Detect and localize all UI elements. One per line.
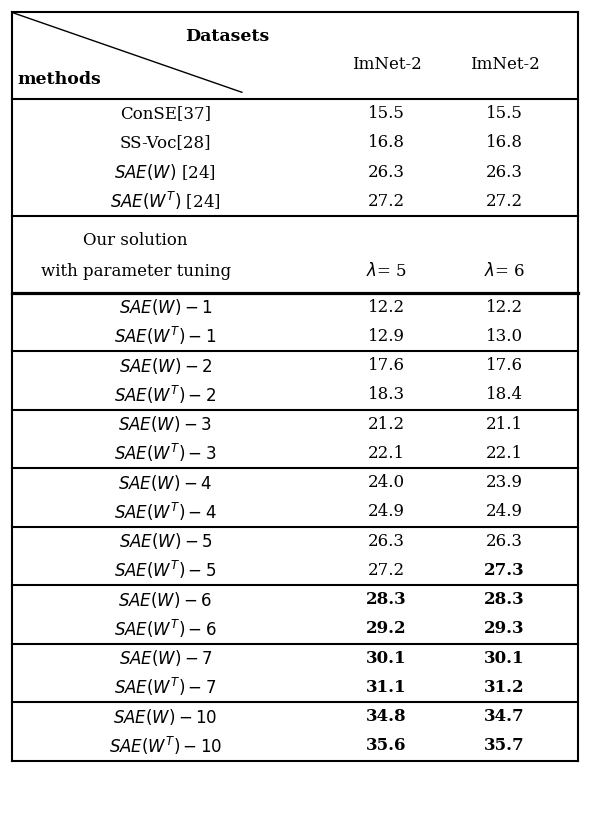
Text: 34.8: 34.8 <box>366 708 407 725</box>
Text: 21.1: 21.1 <box>486 415 523 433</box>
Text: 30.1: 30.1 <box>366 649 407 667</box>
Text: $SAE(W) - 3$: $SAE(W) - 3$ <box>119 414 212 434</box>
Text: 17.6: 17.6 <box>486 357 523 374</box>
Text: $\lambda$= 5: $\lambda$= 5 <box>366 262 407 280</box>
Text: 30.1: 30.1 <box>484 649 525 667</box>
Text: Our solution: Our solution <box>83 232 188 249</box>
Text: 17.6: 17.6 <box>368 357 405 374</box>
Text: 12.2: 12.2 <box>486 298 523 316</box>
Text: $SAE(W) - 6$: $SAE(W) - 6$ <box>119 590 212 610</box>
Text: 27.2: 27.2 <box>486 193 523 210</box>
Text: $SAE(W) - 4$: $SAE(W) - 4$ <box>118 473 212 493</box>
Text: $SAE(W)$ [24]: $SAE(W)$ [24] <box>114 162 216 182</box>
Text: $SAE(W) - 7$: $SAE(W) - 7$ <box>119 648 212 668</box>
Text: 26.3: 26.3 <box>368 163 405 180</box>
Text: ImNet-2: ImNet-2 <box>470 56 539 73</box>
Text: 26.3: 26.3 <box>486 163 523 180</box>
Text: $\lambda$= 6: $\lambda$= 6 <box>484 262 525 280</box>
Text: $SAE(W) - 5$: $SAE(W) - 5$ <box>119 531 212 551</box>
Text: 26.3: 26.3 <box>486 532 523 550</box>
Text: 18.4: 18.4 <box>486 386 523 404</box>
Text: 28.3: 28.3 <box>366 591 407 608</box>
Text: 23.9: 23.9 <box>486 474 523 491</box>
Text: $SAE(W) - 2$: $SAE(W) - 2$ <box>119 356 212 376</box>
Text: 28.3: 28.3 <box>484 591 525 608</box>
Text: 31.2: 31.2 <box>484 679 525 696</box>
Text: 15.5: 15.5 <box>368 105 405 122</box>
Text: 27.2: 27.2 <box>368 562 405 579</box>
Text: 24.0: 24.0 <box>368 474 405 491</box>
Text: 27.2: 27.2 <box>368 193 405 210</box>
Text: 12.9: 12.9 <box>368 328 405 345</box>
Text: 18.3: 18.3 <box>368 386 405 404</box>
Text: $SAE(W^T) - 7$: $SAE(W^T) - 7$ <box>114 677 217 699</box>
Text: 24.9: 24.9 <box>486 503 523 521</box>
Text: ConSE[37]: ConSE[37] <box>120 105 211 122</box>
Text: 35.7: 35.7 <box>484 737 525 755</box>
Text: $SAE(W^T)$ [24]: $SAE(W^T)$ [24] <box>110 190 221 213</box>
Text: 27.3: 27.3 <box>484 562 525 579</box>
Text: SS-Voc[28]: SS-Voc[28] <box>119 134 211 152</box>
Text: $SAE(W^T) - 2$: $SAE(W^T) - 2$ <box>114 384 217 406</box>
Text: 35.6: 35.6 <box>366 737 407 755</box>
Text: 26.3: 26.3 <box>368 532 405 550</box>
Text: 22.1: 22.1 <box>486 445 523 462</box>
Text: 15.5: 15.5 <box>486 105 523 122</box>
Text: $SAE(W^T) - 1$: $SAE(W^T) - 1$ <box>114 325 217 348</box>
Text: 12.2: 12.2 <box>368 298 405 316</box>
Text: $SAE(W^T) - 10$: $SAE(W^T) - 10$ <box>109 735 222 757</box>
Text: 22.1: 22.1 <box>368 445 405 462</box>
Text: $SAE(W) - 1$: $SAE(W) - 1$ <box>119 297 212 317</box>
Text: $SAE(W^T) - 3$: $SAE(W^T) - 3$ <box>114 442 217 465</box>
Text: Datasets: Datasets <box>185 28 269 45</box>
Text: 13.0: 13.0 <box>486 328 523 345</box>
Text: methods: methods <box>18 72 101 88</box>
Text: 34.7: 34.7 <box>484 708 525 725</box>
Text: 16.8: 16.8 <box>368 134 405 152</box>
Text: 24.9: 24.9 <box>368 503 405 521</box>
Text: 29.3: 29.3 <box>484 620 525 638</box>
Text: 16.8: 16.8 <box>486 134 523 152</box>
Text: 31.1: 31.1 <box>366 679 407 696</box>
Text: 29.2: 29.2 <box>366 620 407 638</box>
Text: ImNet-2: ImNet-2 <box>352 56 421 73</box>
Text: $SAE(W^T) - 6$: $SAE(W^T) - 6$ <box>114 618 217 640</box>
Text: $SAE(W) - 10$: $SAE(W) - 10$ <box>113 707 217 727</box>
Text: $SAE(W^T) - 4$: $SAE(W^T) - 4$ <box>114 501 217 523</box>
Text: $SAE(W^T) - 5$: $SAE(W^T) - 5$ <box>114 559 217 582</box>
Text: 21.2: 21.2 <box>368 415 405 433</box>
Text: with parameter tuning: with parameter tuning <box>41 263 231 279</box>
